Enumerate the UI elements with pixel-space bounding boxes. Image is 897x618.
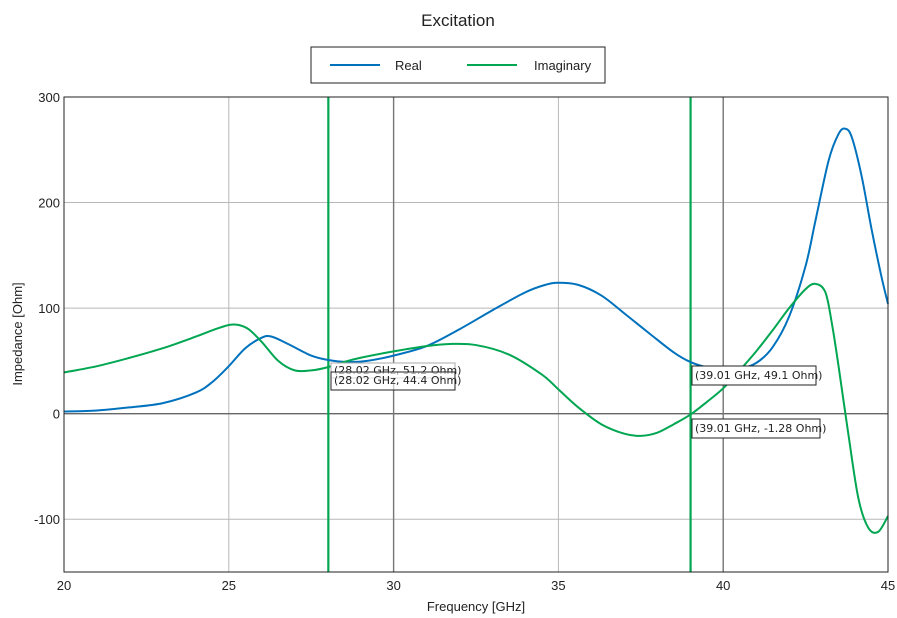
y-tick-label: -100 [34, 512, 60, 527]
y-axis-label: Impedance [Ohm] [10, 282, 25, 385]
annotation-label: (28.02 GHz, 44.4 Ohm) [334, 374, 461, 387]
x-tick-label: 45 [881, 578, 895, 593]
annotation-28-imag: (28.02 GHz, 44.4 Ohm) [330, 371, 461, 391]
x-tick-label: 20 [57, 578, 71, 593]
series-line-real [63, 127, 889, 413]
x-axis-label: Frequency [GHz] [427, 599, 525, 614]
x-tick-label: 30 [386, 578, 400, 593]
annotation-box [691, 365, 817, 386]
y-tick-labels: -100 0 100 200 300 [34, 90, 60, 527]
legend: Real Imaginary [310, 46, 606, 84]
y-tick-label: 100 [38, 301, 60, 316]
x-tick-labels: 20 25 30 35 40 45 [57, 578, 895, 593]
series-lines [63, 127, 889, 534]
annotation-box [330, 371, 456, 391]
annotation-39-imag: (39.01 GHz, -1.28 Ohm) [691, 418, 826, 439]
y-tick-label: 300 [38, 90, 60, 105]
annotation-label: (39.01 GHz, -1.28 Ohm) [695, 422, 826, 435]
y-tick-label: 0 [53, 407, 60, 422]
grid [63, 96, 889, 572]
chart-title: Excitation [421, 11, 495, 30]
y-tick-label: 200 [38, 196, 60, 211]
marker-lines [327, 97, 692, 572]
annotation-label: (39.01 GHz, 49.1 Ohm) [695, 369, 822, 382]
series-line-imaginary [63, 282, 889, 534]
annotation-box [691, 418, 821, 439]
annotation-39-real: (39.01 GHz, 49.1 Ohm) [691, 365, 822, 386]
legend-label-real: Real [395, 58, 422, 73]
x-tick-label: 35 [551, 578, 565, 593]
x-tick-label: 25 [222, 578, 236, 593]
legend-label-imaginary: Imaginary [534, 58, 592, 73]
x-tick-label: 40 [716, 578, 730, 593]
plot-frame [63, 96, 889, 573]
